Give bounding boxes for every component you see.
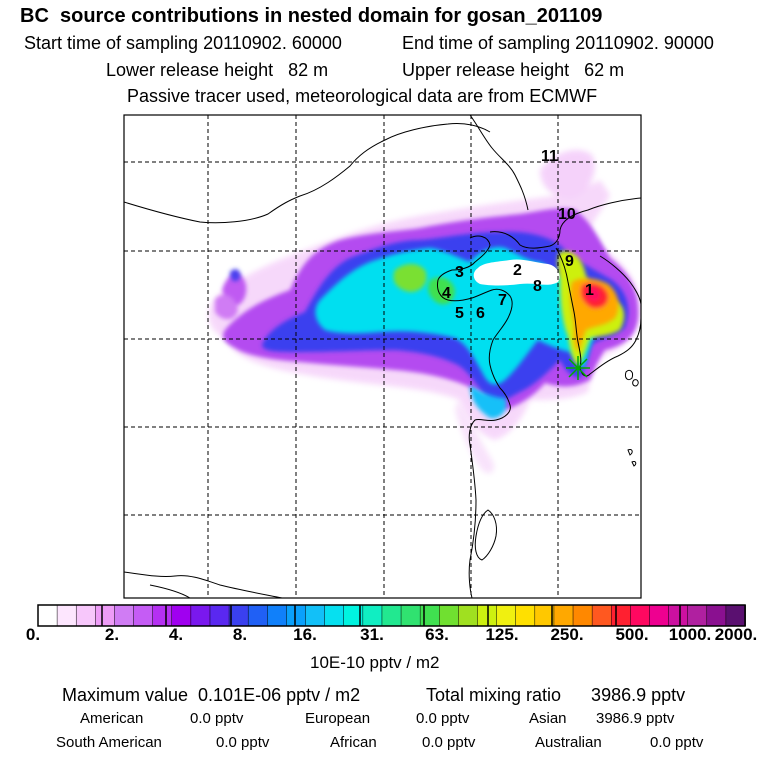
coastline — [124, 115, 641, 598]
color-scale-cell — [706, 604, 727, 627]
plume-field — [208, 150, 641, 474]
color-scale-cell — [668, 604, 689, 627]
color-scale-cell — [610, 604, 632, 627]
color-scale-cell — [381, 604, 402, 627]
south-american-value: 0.0 pptv — [216, 734, 270, 751]
color-scale-cell — [630, 604, 651, 627]
site-label-5: 5 — [455, 305, 464, 322]
tick-label: 63. — [425, 625, 449, 644]
maximum-value: Maximum value 0.101E-06 pptv / m2 — [62, 685, 361, 705]
color-scale-cell — [649, 604, 670, 627]
site-label-9: 9 — [565, 253, 574, 270]
site-label-1: 1 — [585, 282, 594, 299]
color-scale-cell — [95, 604, 116, 627]
color-scale-cell — [171, 604, 192, 627]
asterisk-icon — [566, 356, 590, 380]
start-time-label: Start time of sampling 20110902. 60000 — [24, 33, 342, 53]
upper-release-height-label: Upper release height 62 m — [402, 60, 625, 80]
site-label-11: 11 — [541, 148, 558, 165]
color-scale-cell — [286, 604, 307, 627]
american-label: American — [80, 710, 144, 727]
site-label-10: 10 — [558, 206, 576, 223]
site-label-8: 8 — [533, 278, 542, 295]
color-scale-dividers — [101, 605, 681, 626]
australian-label: Australian — [535, 734, 602, 751]
tick-label: 4. — [168, 625, 184, 644]
color-scale-cell — [114, 604, 135, 627]
color-scale-cell — [247, 604, 269, 627]
tick-label: 2. — [104, 625, 120, 644]
color-scale-cell — [591, 604, 613, 627]
color-scale-cell — [152, 604, 173, 627]
european-value: 0.0 pptv — [416, 710, 470, 727]
site-label-3: 3 — [455, 264, 464, 281]
lat-lon-grid — [124, 115, 641, 598]
color-scale-cell — [496, 604, 517, 627]
color-scale-cell — [572, 604, 593, 627]
plot-title: BC source contributions in nested domain… — [20, 5, 603, 27]
south-american-label: South American — [56, 734, 162, 751]
american-value: 0.0 pptv — [190, 710, 244, 727]
australian-value: 0.0 pptv — [650, 734, 704, 751]
color-scale-cell — [725, 604, 746, 627]
lower-release-height-label: Lower release height 82 m — [106, 60, 329, 80]
color-scale-cell — [553, 604, 574, 627]
tick-label: 31. — [360, 625, 384, 644]
color-scale-cell — [267, 604, 288, 627]
color-scale-cell — [190, 604, 211, 627]
color-scale-cell — [419, 604, 441, 627]
asian-value: 3986.9 pptv — [596, 710, 675, 727]
site-label-2: 2 — [513, 262, 522, 279]
tick-label: 8. — [232, 625, 248, 644]
tick-label: 250. — [550, 625, 584, 644]
color-scale-cell — [362, 604, 383, 627]
color-scale-cell — [305, 604, 326, 627]
site-label-6: 6 — [476, 305, 485, 322]
european-label: European — [305, 710, 371, 727]
colorbar-unit-label: 10E-10 pptv / m2 — [310, 653, 440, 672]
map-frame — [123, 114, 642, 599]
color-scale-cell — [75, 604, 97, 627]
tick-label: 0. — [25, 625, 41, 644]
color-scale-cell — [515, 604, 536, 627]
color-scale-cell — [37, 604, 58, 627]
tick-label: 125. — [485, 625, 519, 644]
color-scale-cell — [228, 604, 250, 627]
tick-label: 16. — [293, 625, 317, 644]
color-scale-cell — [324, 604, 345, 627]
tick-label: 1000. — [668, 625, 712, 644]
color-scale-cell — [400, 604, 422, 627]
color-scale-cell — [209, 604, 230, 627]
color-scale-cell — [687, 604, 708, 627]
site-label-7: 7 — [498, 292, 507, 309]
tick-label: 500. — [615, 625, 649, 644]
color-scale-cell — [56, 604, 78, 627]
african-value: 0.0 pptv — [422, 734, 476, 751]
color-scale-cell — [133, 604, 154, 627]
color-scale-cell — [439, 604, 460, 627]
end-time-label: End time of sampling 20110902. 90000 — [402, 33, 714, 53]
tick-label: 2000. — [714, 625, 758, 644]
color-scale-cell — [458, 604, 479, 627]
site-label-4: 4 — [442, 285, 451, 302]
asian-label: Asian — [529, 710, 567, 727]
african-label: African — [330, 734, 377, 751]
total-mixing-ratio: Total mixing ratio 3986.9 pptv — [426, 685, 686, 705]
site-labels: 1 2 3 4 5 6 7 8 9 10 11 — [442, 148, 594, 322]
color-scale-cells — [37, 604, 746, 627]
tracer-note: Passive tracer used, meteorological data… — [127, 86, 598, 106]
color-scale-frame — [37, 604, 746, 627]
